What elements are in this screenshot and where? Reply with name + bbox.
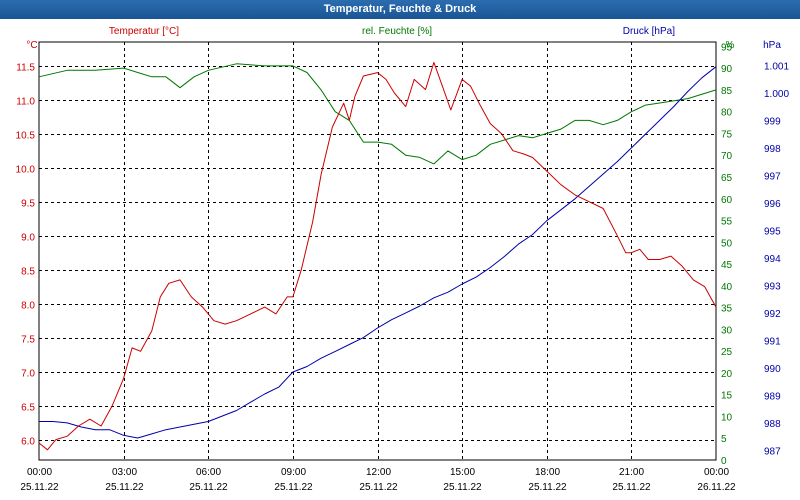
humidity-tick-label: 45 (721, 260, 733, 271)
humidity-tick-label: 60 (721, 195, 733, 206)
x-tick-time: 00:00 (27, 467, 52, 478)
x-tick-date: 25.11.22 (189, 482, 228, 493)
pressure-tick-label: 991 (764, 336, 781, 347)
humidity-tick-label: 55 (721, 217, 733, 228)
humidity-tick-label: 15 (721, 391, 733, 402)
pressure-tick-label: 987 (764, 446, 781, 457)
x-tick-date: 25.11.22 (528, 482, 567, 493)
x-tick-date: 25.11.22 (359, 482, 398, 493)
x-tick-time: 18:00 (535, 467, 560, 478)
pressure-tick-label: 995 (764, 226, 781, 237)
x-tick-date: 25.11.22 (20, 482, 59, 493)
pressure-tick-label: 994 (764, 254, 781, 265)
x-tick-time: 15:00 (450, 467, 475, 478)
humidity-tick-label: 90 (721, 64, 733, 75)
x-tick-date: 25.11.22 (443, 482, 482, 493)
temperature-tick-label: 6.0 (21, 437, 35, 448)
plot-frame (38, 41, 717, 461)
humidity-tick-label: 20 (721, 369, 733, 380)
humidity-tick-label: 5 (721, 434, 727, 445)
pressure-tick-label: 989 (764, 391, 781, 402)
temperature-tick-label: 6.5 (21, 403, 35, 414)
humidity-tick-label: 85 (721, 86, 733, 97)
temperature-tick-label: 8.5 (21, 267, 35, 278)
x-tick-time: 21:00 (619, 467, 644, 478)
humidity-tick-label: 50 (721, 238, 733, 249)
temperature-tick-label: 7.0 (21, 369, 35, 380)
pressure-tick-label: 997 (764, 171, 781, 182)
pressure-line (39, 66, 717, 439)
pressure-tick-label: 1.001 (764, 61, 789, 72)
pressure-tick-label: 988 (764, 419, 781, 430)
humidity-tick-label: 40 (721, 282, 733, 293)
pressure-tick-label: 996 (764, 199, 781, 210)
humidity-tick-label: 35 (721, 304, 733, 315)
pressure-unit-label: hPa (763, 40, 781, 51)
x-tick-date: 25.11.22 (274, 482, 313, 493)
humidity-tick-label: 70 (721, 151, 733, 162)
temperature-tick-label: 7.5 (21, 335, 35, 346)
x-tick-time: 09:00 (281, 467, 306, 478)
x-tick-time: 06:00 (196, 467, 221, 478)
pressure-series-label: Druck [hPa] (623, 26, 675, 37)
humidity-tick-label: 75 (721, 129, 733, 140)
pressure-tick-label: 999 (764, 116, 781, 127)
humidity-tick-label: 30 (721, 325, 733, 336)
x-tick-date: 25.11.22 (612, 482, 651, 493)
pressure-tick-label: 1.000 (764, 89, 789, 100)
temperature-tick-label: 9.0 (21, 233, 35, 244)
humidity-tick-label: 0 (721, 456, 727, 467)
temperature-tick-label: 11.0 (16, 97, 35, 108)
chart-title: Temperatur, Feuchte & Druck (0, 0, 800, 19)
x-tick-time: 00:00 (704, 467, 729, 478)
pressure-tick-label: 998 (764, 144, 781, 155)
temperature-unit-label: °C (26, 40, 37, 51)
grid-lines (39, 42, 716, 460)
pressure-tick-label: 993 (764, 281, 781, 292)
temperature-series-label: Temperatur [°C] (109, 26, 179, 37)
humidity-series-label: rel. Feuchte [%] (362, 26, 432, 37)
temperature-tick-label: 10.0 (16, 165, 36, 176)
temperature-tick-label: 8.0 (21, 301, 35, 312)
pressure-tick-label: 990 (764, 364, 781, 375)
humidity-tick-label: 10 (721, 412, 733, 423)
humidity-tick-label: 95 (721, 42, 733, 53)
temperature-tick-label: 9.5 (21, 199, 35, 210)
humidity-tick-label: 80 (721, 108, 733, 119)
pressure-tick-label: 992 (764, 309, 781, 320)
temperature-line (38, 61, 717, 451)
humidity-tick-label: 25 (721, 347, 733, 358)
humidity-unit-label: % (726, 40, 735, 51)
x-tick-time: 03:00 (112, 467, 137, 478)
humidity-line (38, 63, 717, 165)
x-tick-date: 25.11.22 (105, 482, 144, 493)
chart: 6.0 6.5 7.0 7.5 8.0 8.5 9.0 9.5 10.0 10.5 11.0 11.5… (0, 19, 800, 500)
humidity-tick-label: 65 (721, 173, 733, 184)
x-tick-time: 12:00 (366, 467, 391, 478)
temperature-tick-label: 10.5 (16, 131, 36, 142)
x-tick-date: 26.11.22 (697, 482, 736, 493)
temperature-tick-label: 11.5 (16, 63, 35, 74)
